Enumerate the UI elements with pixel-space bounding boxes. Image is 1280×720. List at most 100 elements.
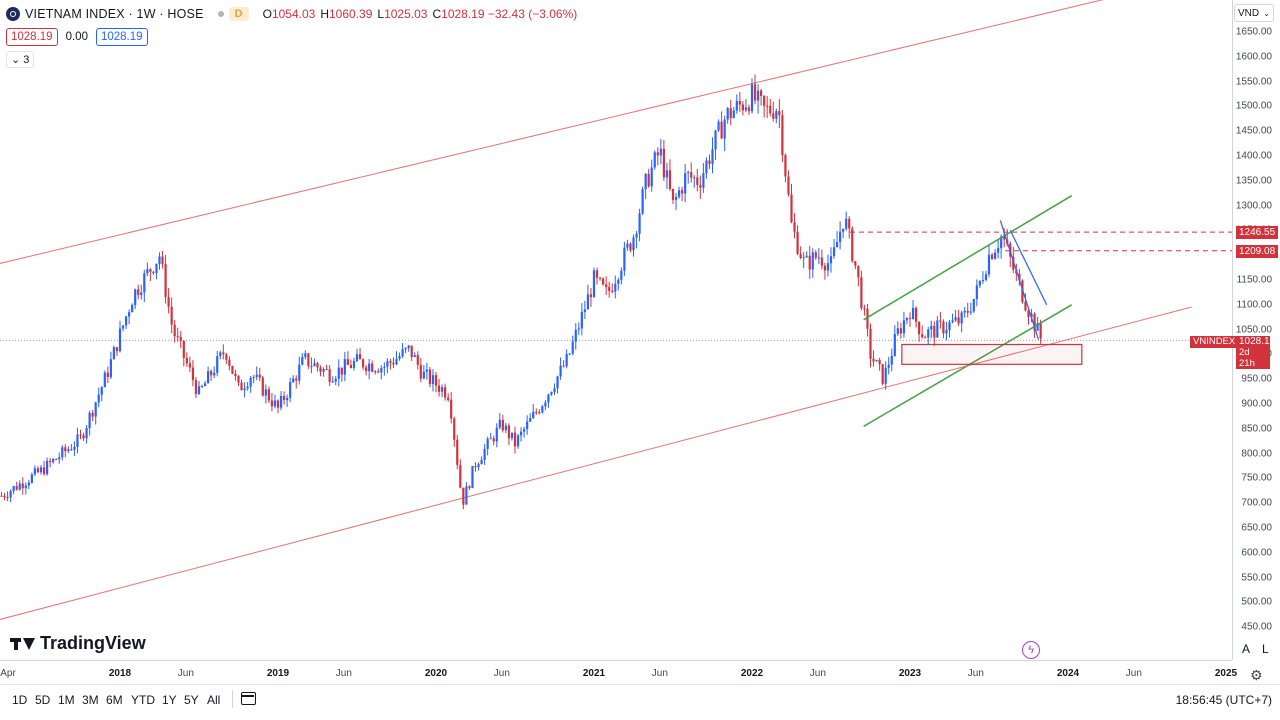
candle [240, 382, 243, 391]
auto-scale-button[interactable]: A [1242, 642, 1251, 656]
time-tick: Jun [177, 668, 194, 679]
timeframe-3m-button[interactable]: 3M [82, 693, 99, 707]
indicators-toggle[interactable]: ⌄ 3 [6, 51, 35, 68]
channel-upper-line[interactable] [0, 0, 1192, 275]
candle [258, 374, 261, 378]
price-chart[interactable] [0, 0, 1232, 660]
buy-price-box[interactable]: 1028.19 [95, 28, 148, 46]
time-tick: 2022 [740, 668, 764, 679]
currency-label: VND [1238, 7, 1260, 19]
candle [307, 353, 310, 367]
candle [857, 265, 860, 278]
calendar-icon[interactable] [241, 692, 256, 705]
triangle-lower-line[interactable] [863, 304, 1073, 427]
bar-countdown: 2d 21h [1236, 347, 1270, 369]
candle [112, 347, 116, 360]
candle [42, 467, 46, 475]
candle [267, 389, 270, 401]
candle [243, 388, 246, 391]
candle [58, 457, 61, 460]
candle [884, 367, 887, 384]
timeframe-1y-button[interactable]: 1Y [162, 693, 177, 707]
candle [185, 357, 188, 364]
candle [386, 361, 389, 367]
candle [444, 387, 447, 398]
time-tick: Jun [651, 668, 668, 679]
candle [893, 333, 896, 356]
sell-price-box[interactable]: 1028.19 [6, 28, 58, 46]
candle [3, 495, 6, 498]
price-tick: 450.00 [1241, 621, 1272, 633]
candle [358, 354, 362, 360]
gear-icon[interactable]: ⚙ [1250, 667, 1263, 683]
candle [693, 177, 696, 179]
candle [404, 348, 407, 350]
delay-badge[interactable]: D [228, 7, 249, 21]
candle [137, 289, 140, 295]
log-scale-button[interactable]: L [1262, 642, 1269, 656]
timeframe-all-button[interactable]: All [207, 693, 221, 707]
candle [936, 320, 939, 338]
candle [717, 121, 720, 131]
candle [902, 320, 906, 334]
candle [380, 367, 383, 373]
wedge-upper-line[interactable] [1009, 230, 1048, 306]
wedge-lower-line[interactable] [999, 220, 1040, 340]
candle [738, 100, 741, 105]
flash-icon[interactable]: ϟ [1022, 641, 1040, 659]
candle [361, 359, 365, 368]
candle [70, 449, 73, 451]
candle [176, 336, 179, 338]
candle [872, 358, 875, 362]
candle [805, 255, 808, 258]
candle [462, 487, 465, 505]
candle [641, 189, 644, 214]
candle [960, 312, 963, 324]
timeframe-6m-button[interactable]: 6M [106, 693, 123, 707]
candle [450, 399, 453, 419]
candle [73, 446, 76, 450]
tradingview-logo[interactable]: TradingView [10, 633, 146, 654]
candle [951, 320, 954, 323]
timeframe-ytd-button[interactable]: YTD [131, 693, 155, 707]
candle [134, 289, 137, 305]
candle [516, 435, 520, 447]
timeframe-1d-button[interactable]: 1D [12, 693, 28, 707]
candle [677, 190, 681, 197]
candle [15, 486, 18, 490]
candle [750, 84, 754, 112]
candle [27, 482, 30, 486]
candle [389, 361, 392, 363]
candle [255, 374, 258, 378]
candle [109, 359, 112, 377]
price-axis[interactable]: 1650.00 1600.00 1550.00 1500.00 1450.00 1400.… [1232, 0, 1280, 660]
candle [614, 283, 617, 292]
candle [368, 363, 371, 372]
candle [1018, 273, 1021, 281]
timeframe-1m-button[interactable]: 1M [58, 693, 75, 707]
candle [173, 324, 176, 337]
time-axis[interactable] [0, 660, 1232, 685]
open-value: 1054.03 [271, 7, 316, 21]
triangle-upper-line[interactable] [863, 195, 1073, 321]
candle [228, 359, 231, 366]
timeframe-5d-button[interactable]: 5D [35, 693, 51, 707]
candle [191, 367, 195, 381]
candle [644, 173, 647, 190]
support-zone[interactable] [901, 343, 1083, 365]
timeframe-5y-button[interactable]: 5Y [184, 693, 199, 707]
channel-lower-line[interactable] [0, 306, 1192, 632]
candle [632, 237, 635, 251]
candle [696, 177, 699, 185]
price-tick: 500.00 [1241, 596, 1272, 608]
clock[interactable]: 18:56:45 (UTC+7) [1175, 693, 1272, 707]
candle [826, 263, 830, 271]
symbol-logo-icon [6, 7, 20, 21]
candle [708, 160, 711, 164]
symbol-title[interactable]: VIETNAM INDEX · 1W · HOSE [25, 7, 204, 21]
candle [997, 248, 1000, 253]
candle [310, 365, 313, 367]
currency-selector[interactable]: VND ⌄ [1234, 4, 1274, 22]
candle [896, 328, 899, 334]
indicator-count: 3 [23, 54, 30, 66]
